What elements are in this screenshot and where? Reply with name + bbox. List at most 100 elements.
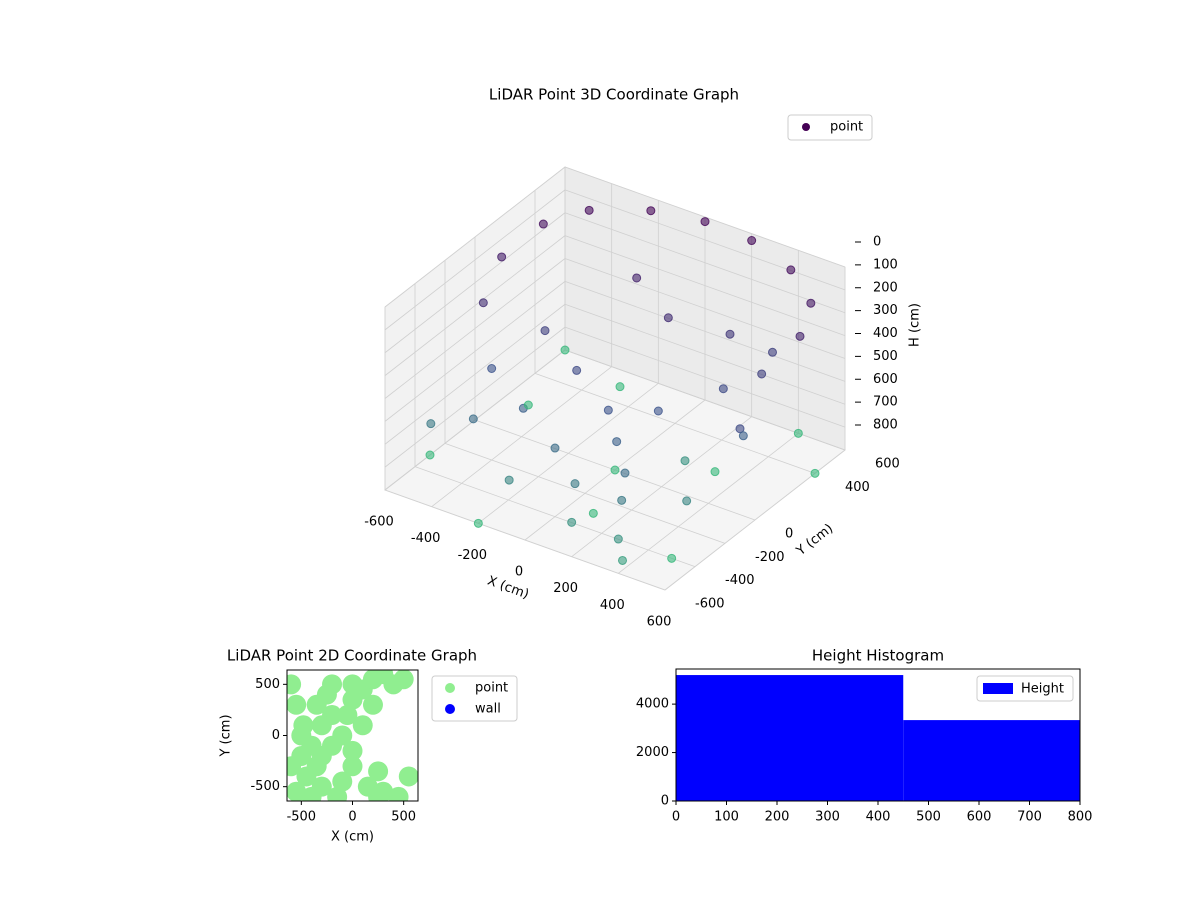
x-tick-label: -500 (287, 810, 317, 825)
point (311, 715, 332, 736)
point (478, 298, 488, 308)
point (682, 496, 692, 506)
grid-line (384, 303, 566, 445)
grid-line (564, 280, 846, 382)
point (368, 761, 389, 782)
legend-box (431, 675, 518, 722)
point (487, 364, 497, 373)
grid-line (414, 466, 696, 568)
chart-title: LiDAR Point 3D Coordinate Graph (489, 86, 739, 104)
grid-line (384, 281, 566, 422)
point (793, 428, 803, 438)
x-tick-label: 200 (553, 581, 578, 596)
point (523, 400, 533, 410)
point (735, 424, 745, 434)
x-tick-label: 0 (348, 810, 356, 825)
x-tick-label: 200 (765, 810, 790, 825)
point (718, 384, 728, 394)
y-tick-label: 4000 (636, 697, 669, 712)
z-tick-label: 700 (873, 395, 898, 410)
y-tick-label: -500 (250, 779, 280, 794)
point (291, 745, 312, 766)
z-tick-label: 300 (873, 303, 898, 318)
point (560, 345, 570, 355)
point (570, 479, 580, 489)
legend-marker (983, 683, 1013, 694)
grid-line (564, 235, 846, 337)
point (342, 756, 363, 777)
point (337, 705, 358, 726)
point (468, 414, 478, 424)
point (810, 468, 820, 478)
point (388, 786, 409, 801)
point (588, 508, 598, 518)
z-tick-label: 800 (873, 418, 898, 433)
z-tick-label: 600 (873, 372, 898, 387)
point (473, 518, 483, 528)
y-tick-label: 500 (255, 677, 280, 692)
x-tick-label: 400 (866, 810, 891, 825)
chart-title: LiDAR Point 2D Coordinate Graph (227, 647, 477, 665)
point (620, 468, 630, 478)
y-tick-label: 2000 (636, 745, 669, 760)
point (425, 450, 435, 460)
point (306, 694, 327, 715)
x-tick-label: 500 (916, 810, 941, 825)
point (725, 329, 735, 339)
point (795, 331, 805, 341)
x-tick-label: 300 (815, 810, 840, 825)
y-tick-label: 0 (785, 527, 793, 542)
grid-line (384, 212, 566, 354)
point (398, 766, 418, 787)
legend-box (787, 114, 873, 141)
y-tick-label: -400 (725, 573, 755, 588)
point (610, 465, 620, 475)
x-tick-label: 400 (600, 598, 625, 613)
point (646, 206, 656, 216)
point (296, 766, 317, 787)
point (584, 205, 594, 215)
point (653, 406, 663, 416)
point (540, 326, 550, 336)
point (332, 771, 353, 792)
point (497, 252, 507, 262)
z-tick-label: 100 (873, 257, 898, 272)
x-tick-label: 0 (672, 810, 680, 825)
grid-line (564, 189, 846, 291)
x-axis-label: X (cm) (331, 830, 374, 845)
legend-box (976, 675, 1074, 702)
legend-marker (445, 704, 455, 714)
y-axis-label: Y (cm) (219, 714, 234, 757)
point (362, 694, 383, 715)
y-tick-label: -200 (755, 550, 785, 565)
grid-line (384, 189, 566, 331)
point (747, 236, 757, 246)
point (617, 495, 627, 505)
point (393, 670, 414, 690)
grid-line (384, 489, 666, 591)
plot-area (287, 670, 418, 801)
point (291, 725, 312, 746)
z-axis-label: H (cm) (908, 303, 923, 347)
legend-marker (802, 123, 810, 131)
point (615, 382, 625, 392)
z-tick-label: 500 (873, 349, 898, 364)
point (632, 273, 642, 283)
point (287, 674, 302, 695)
x-tick-label: -400 (411, 531, 441, 546)
point (322, 674, 343, 695)
x-tick-label: 700 (1017, 810, 1042, 825)
grid-line (384, 326, 566, 468)
point (768, 347, 777, 357)
legend-label: point (830, 120, 863, 135)
point (352, 715, 373, 736)
point (342, 740, 363, 761)
point (700, 217, 710, 227)
point (322, 735, 343, 756)
point (567, 517, 577, 527)
grid-line (384, 258, 566, 399)
point (667, 553, 677, 563)
grid-line (564, 258, 846, 359)
point (550, 443, 560, 453)
